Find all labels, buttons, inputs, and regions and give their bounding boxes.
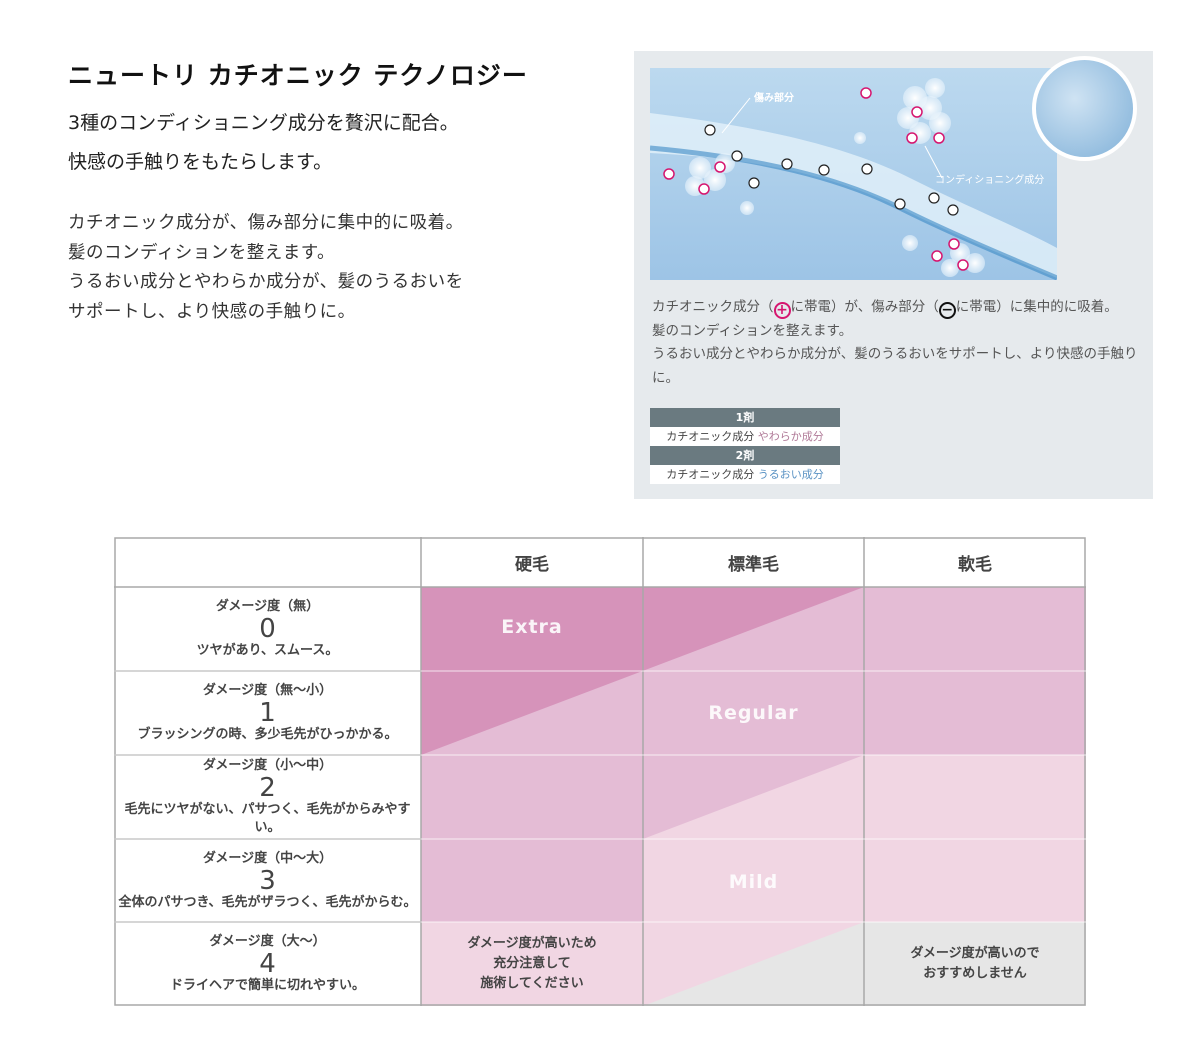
damage-number: 1	[259, 698, 276, 728]
zone-fills	[114, 537, 1086, 1006]
note-line: 施術してください	[480, 976, 584, 991]
row-header: ダメージ度（無〜小） 1 ブラッシングの時、多少毛先がひっかかる。	[114, 671, 421, 755]
row-header: ダメージ度（小〜中） 2 毛先にツヤがない、パサつく、毛先がからみやすい。	[114, 755, 421, 839]
damage-desc: 毛先にツヤがない、パサつく、毛先がからみやすい。	[124, 802, 411, 835]
body-line: うるおい成分とやわらか成分が、髪のうるおいを	[68, 272, 464, 292]
body-text: カチオニック成分が、傷み部分に集中的に吸着。 髪のコンディションを整えます。 う…	[68, 209, 464, 327]
caption-text: カチオニック成分（	[652, 299, 774, 315]
plus-circle-icon: +	[773, 302, 791, 319]
damage-level: ダメージ度（中〜大）	[202, 850, 333, 866]
legend-header: 2剤	[650, 446, 840, 465]
damage-desc: ドライヘアで簡単に切れやすい。	[169, 978, 365, 993]
legend-base: カチオニック成分	[666, 430, 755, 443]
damage-level: ダメージ度（無）	[215, 599, 320, 614]
label-conditioning: コンディショニング成分	[935, 173, 1044, 186]
lead-line: 3種のコンディショニング成分を贅沢に配合。	[68, 112, 459, 134]
damage-number: 4	[259, 949, 276, 979]
hair-closeup-circle	[1032, 56, 1137, 161]
damage-number: 3	[259, 865, 276, 896]
body-line: 髪のコンディションを整えます。	[68, 242, 336, 263]
row-header: ダメージ度（大〜） 4 ドライヘアで簡単に切れやすい。	[114, 922, 421, 1006]
lead-text: 3種のコンディショニング成分を贅沢に配合。 快感の手触りをもたらします。	[68, 104, 459, 182]
minus-charges	[704, 124, 959, 216]
page-title: ニュートリ カチオニック テクノロジー	[68, 61, 528, 90]
plus-charges	[663, 87, 969, 271]
row-header: ダメージ度（中〜大） 3 全体のパサつき、毛先がザラつく、毛先がからむ。	[114, 839, 421, 922]
diagram-caption: カチオニック成分（ + に帯電）が、傷み部分（ − に帯電）に集中的に吸着。 髪のコンデ…	[652, 296, 1147, 390]
lead-line: 快感の手触りをもたらします。	[68, 151, 333, 173]
zone-label-regular: Regular	[708, 702, 799, 724]
damage-hair-type-table: 硬毛 標準毛 軟毛 ダメージ度（無） 0 ツヤがあり、スムース。 ダメージ度（無〜小…	[114, 537, 1086, 1006]
label-damaged: 傷み部分	[753, 91, 794, 104]
zone-label-mild: Mild	[728, 871, 779, 893]
legend-row: カチオニック成分 やわらか成分	[650, 427, 840, 446]
caution-note: ダメージ度が高いため 充分注意して 施術してください	[421, 922, 643, 1006]
technology-panel: 傷み部分 コンディショニング成分 カチオニック成分（ + に帯電）が、傷み部分（ − に…	[634, 51, 1153, 499]
damage-desc: ブラッシングの時、多少毛先がひっかかる。	[137, 727, 398, 742]
legend-extra: やわらか成分	[757, 430, 824, 443]
legend-row: カチオニック成分 うるおい成分	[650, 465, 840, 484]
row-header: ダメージ度（無） 0 ツヤがあり、スムース。	[114, 587, 421, 671]
hair-diagram: 傷み部分 コンディショニング成分	[650, 68, 1057, 280]
legend-extra: うるおい成分	[757, 468, 824, 481]
damage-number: 2	[259, 773, 276, 803]
not-recommended-note: ダメージ度が高いので おすすめしません	[864, 922, 1086, 1006]
zone-label-extra: Extra	[501, 616, 563, 638]
note-line: ダメージ度が高いため	[467, 936, 597, 951]
col-header-coarse: 硬毛	[515, 554, 549, 575]
caption-text: うるおい成分とやわらか成分が、髪のうるおいをサポートし、より快感の手触りに。	[652, 346, 1138, 386]
caption-text: に帯電）が、傷み部分（	[790, 299, 939, 315]
damage-desc: ツヤがあり、スムース。	[196, 643, 339, 658]
caption-text: に帯電）に集中的に吸着。	[955, 299, 1118, 315]
body-line: サポートし、より快感の手触りに。	[68, 301, 356, 322]
legend-header: 1剤	[650, 408, 840, 427]
caption-text: 髪のコンディションを整えます。	[652, 322, 853, 339]
legend-base: カチオニック成分	[666, 468, 755, 481]
damage-level: ダメージ度（小〜中）	[202, 758, 333, 773]
damage-level: ダメージ度（大〜）	[209, 934, 326, 949]
note-line: おすすめしません	[923, 966, 1027, 981]
note-line: ダメージ度が高いので	[910, 946, 1040, 961]
minus-circle-icon: −	[938, 302, 956, 319]
damage-desc: 全体のパサつき、毛先がザラつく、毛先がからむ。	[118, 894, 417, 910]
agent-legend: 1剤 カチオニック成分 やわらか成分 2剤 カチオニック成分 うるおい成分	[650, 408, 840, 484]
note-line: 充分注意して	[493, 956, 571, 971]
col-header-fine: 軟毛	[958, 554, 992, 575]
col-header-normal: 標準毛	[728, 554, 779, 575]
hair-strand	[650, 113, 1057, 278]
damage-level: ダメージ度（無〜小）	[202, 683, 333, 698]
damage-number: 0	[259, 614, 276, 644]
body-line: カチオニック成分が、傷み部分に集中的に吸着。	[68, 213, 464, 233]
